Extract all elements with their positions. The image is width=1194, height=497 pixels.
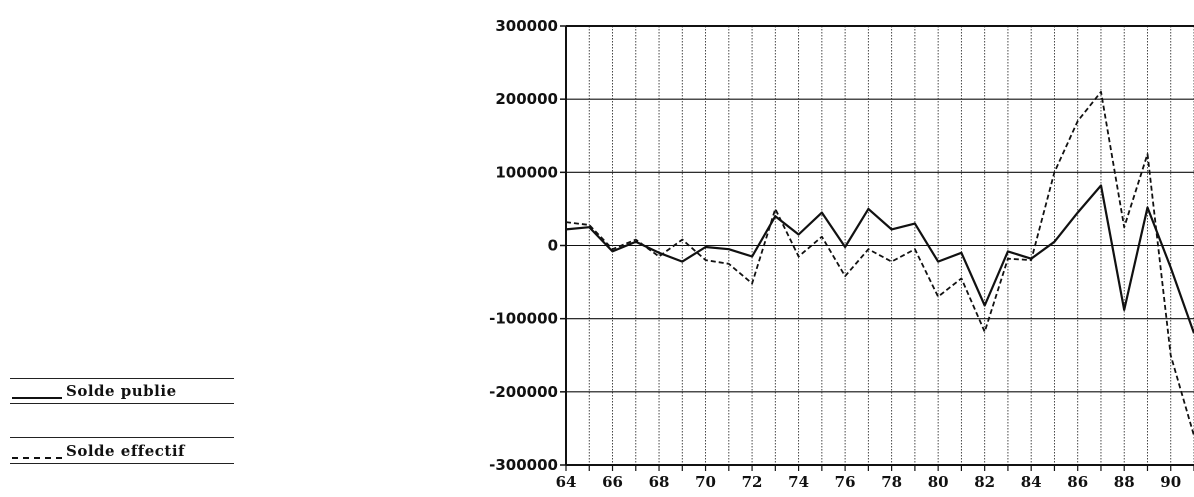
legend-rule-lower [10,437,234,438]
chart-legend: Solde publie Solde effectif [10,378,234,468]
x-tick-label: 82 [974,473,995,491]
legend-rule-bottom [10,463,234,464]
series-line-solde-effectif [565,90,1194,436]
x-tick-label: 84 [1021,473,1042,491]
x-tick-label: 80 [928,473,949,491]
y-tick-label: -200000 [489,383,558,401]
x-tick-label: 66 [602,473,623,491]
x-tick-label: 68 [649,473,670,491]
x-tick-label: 78 [881,473,902,491]
legend-rule-middle [10,403,234,404]
x-tick-label: 86 [1067,473,1088,491]
y-tick-label: -100000 [489,310,558,328]
y-tick-label: 200000 [495,90,558,108]
legend-label-solde-publie: Solde publie [66,382,177,400]
legend-label-solde-effectif: Solde effectif [66,442,185,460]
chart-grid [560,25,1194,471]
y-axis-ticks: 300000 200000 100000 0 -100000 -200000 -300000 [489,17,558,474]
chart-series [565,90,1194,436]
y-tick-label: 100000 [495,163,558,181]
x-tick-label: 70 [695,473,716,491]
y-tick-label: 0 [548,237,558,255]
x-tick-label: 72 [742,473,763,491]
x-tick-label: 76 [835,473,856,491]
y-tick-label: 300000 [495,17,558,35]
series-line-solde-publie [565,184,1194,334]
legend-rule-top [10,378,234,379]
x-tick-label: 88 [1114,473,1135,491]
x-tick-label: 64 [556,473,577,491]
legend-solid-sample [12,397,62,399]
y-tick-label: -300000 [489,456,558,474]
x-tick-label: 74 [788,473,809,491]
legend-dashed-sample [12,457,62,459]
x-axis-ticks: 64 66 68 70 72 74 76 78 80 82 84 86 88 90 [556,473,1182,491]
x-tick-label: 90 [1160,473,1181,491]
